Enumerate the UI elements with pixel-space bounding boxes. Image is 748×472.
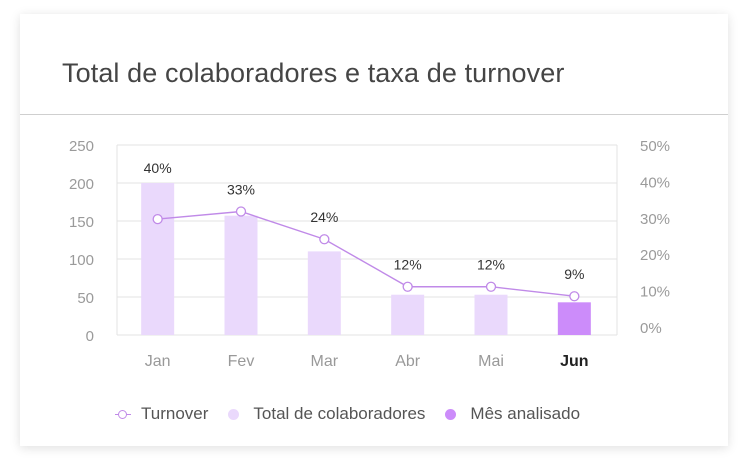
month-dot-icon <box>445 408 457 420</box>
legend-label-month: Mês analisado <box>470 404 581 423</box>
turnover-data-label: 40% <box>144 160 172 176</box>
turnover-line <box>157 210 575 297</box>
y-right-tick-label: 0% <box>640 320 662 337</box>
y-right-tick-label: 20% <box>640 247 670 264</box>
y-left-tick-label: 50 <box>77 290 94 307</box>
turnover-point <box>152 213 163 225</box>
turnover-data-label: 12% <box>477 257 505 273</box>
turnover-data-label: 33% <box>227 182 255 198</box>
y-left-tick-label: 150 <box>69 214 94 231</box>
turnover-data-label: 12% <box>394 257 422 273</box>
y-left-tick-label: 0 <box>86 328 94 345</box>
y-left-tick-label: 200 <box>69 176 94 193</box>
chart-title: Total de colaboradores e taxa de turnove… <box>62 58 565 88</box>
y-left-tick-label: 250 <box>69 138 94 155</box>
bar <box>557 302 591 335</box>
bar <box>391 294 425 335</box>
legend-item-turnover[interactable]: Turnover <box>115 404 208 424</box>
turnover-point <box>235 206 247 217</box>
bar <box>141 183 175 335</box>
x-tick-label: Mar <box>311 353 339 370</box>
y-left-tick-label: 100 <box>69 252 94 269</box>
x-tick-label: Jan <box>145 353 171 370</box>
turnover-line-icon <box>115 409 131 420</box>
turnover-point <box>402 281 413 292</box>
turnover-data-label: 9% <box>564 266 584 282</box>
bar <box>474 294 508 335</box>
legend-item-month[interactable]: Mês analisado <box>445 404 580 424</box>
y-right-tick-label: 30% <box>640 211 670 228</box>
turnover-data-label: 24% <box>310 209 338 225</box>
legend-item-total[interactable]: Total de colaboradores <box>228 404 425 424</box>
x-tick-label: Mai <box>478 353 504 370</box>
turnover-point <box>319 234 330 245</box>
total-dot-icon <box>228 408 240 420</box>
turnover-point <box>569 291 580 302</box>
x-tick-label: Fev <box>228 353 255 370</box>
turnover-point <box>485 281 497 292</box>
chart-legend: Turnover Total de colaboradores Mês anal… <box>115 404 600 424</box>
legend-label-turnover: Turnover <box>141 404 209 423</box>
bar <box>307 251 341 335</box>
chart-card: Total de colaboradores e taxa de turnove… <box>20 14 728 446</box>
chart-area: 0 50 100 150 200 250 0% 10% 20% 30% 40% 50% Jan Fev Ma… <box>69 138 670 370</box>
bar <box>224 215 258 335</box>
legend-label-total: Total de colaboradores <box>253 404 426 423</box>
title-divider <box>20 114 728 115</box>
x-tick-label: Jun <box>560 353 588 370</box>
y-right-tick-label: 10% <box>640 284 670 301</box>
x-tick-label: Abr <box>395 353 421 370</box>
y-right-tick-label: 50% <box>640 138 670 155</box>
y-right-tick-label: 40% <box>640 174 670 191</box>
